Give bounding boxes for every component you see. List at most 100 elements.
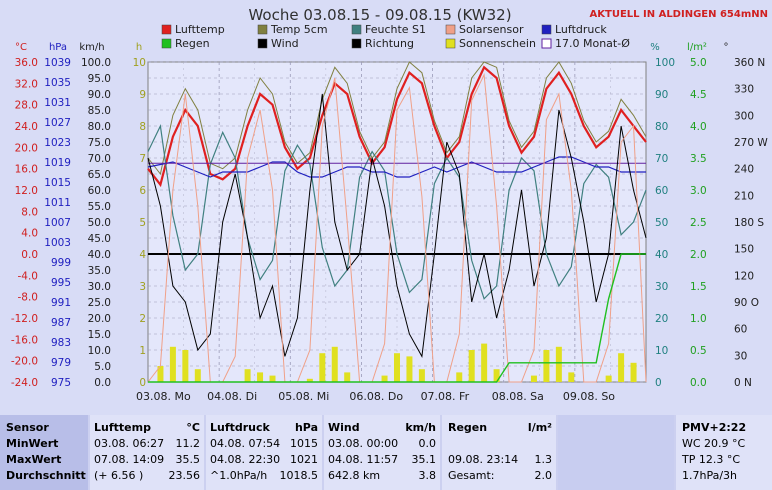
series-line-luftdruck xyxy=(147,156,646,178)
chart-title: Woche 03.08.15 - 09.08.15 (KW32) xyxy=(248,6,511,24)
sunshine-bar xyxy=(257,372,264,382)
wind-avg-value: 3.8 xyxy=(418,469,437,482)
axis-tick-label: 2.0 xyxy=(690,249,707,261)
axis-tick-label: 8.0 xyxy=(21,206,38,218)
axis-tick-label: 7 xyxy=(139,153,146,165)
lufttemp-max-value: 35.5 xyxy=(175,453,201,466)
lufttemp-unit: °C xyxy=(186,421,200,434)
lufttemp-max-time: 07.08. 14:09 xyxy=(94,453,165,466)
pmv-pressure-trend: 1.7hPa/3h xyxy=(682,469,738,482)
axis-tick-label: 100.0 xyxy=(81,57,111,69)
lufttemp-avg-note: (+ 6.56 ) xyxy=(94,469,144,482)
axis-tick-label: 90 xyxy=(655,89,668,101)
sunshine-bar xyxy=(618,353,625,382)
axis-tick-label: 1019 xyxy=(44,157,71,169)
wind-title: Wind xyxy=(328,421,360,434)
weekly-weather-chart: Woche 03.08.15 - 09.08.15 (KW32) AKTUELL… xyxy=(10,6,769,403)
axis-tick-label: 36.0 xyxy=(15,57,38,69)
lufttemp-title: Lufttemp xyxy=(94,421,151,434)
axis-tick-label: 1003 xyxy=(44,237,71,249)
series-line-feuchte-s1 xyxy=(147,123,647,300)
axis-tick-label: 30 xyxy=(734,350,747,362)
sunshine-bar xyxy=(157,366,164,382)
axis-tick-label: 270 W xyxy=(734,137,768,149)
axis-tick-label: 28.0 xyxy=(15,100,38,112)
axis-tick-label: -8.0 xyxy=(18,292,39,304)
sunshine-bar xyxy=(555,346,562,382)
axis-unit-label: °C xyxy=(15,42,27,53)
sunshine-bar xyxy=(456,372,463,382)
sunshine-bar xyxy=(306,378,313,382)
axis-tick-label: 5 xyxy=(139,217,146,229)
sunshine-bar xyxy=(194,369,201,382)
axis-tick-label: 60 xyxy=(655,185,668,197)
legend-swatch xyxy=(161,38,172,49)
axis-tick-label: 9 xyxy=(139,89,146,101)
axis-tick-label: 30.0 xyxy=(88,281,111,293)
axis-tick-label: 1039 xyxy=(44,57,71,69)
axis-tick-label: 20.0 xyxy=(88,313,111,325)
series-line-solarsensor xyxy=(147,72,647,383)
axis-tick-label: 983 xyxy=(51,337,71,349)
legend-label: Solarsensor xyxy=(459,23,524,36)
x-tick-label: 04.08. Di xyxy=(207,390,257,403)
axis-tick-label: 1.0 xyxy=(690,313,707,325)
regen-total-label: Gesamt: xyxy=(448,469,495,482)
luftdruck-column: Luftdruck hPa 04.08. 07:54 1015 04.08. 22… xyxy=(206,415,322,490)
luftdruck-title: Luftdruck xyxy=(210,421,270,434)
legend-label: Wind xyxy=(271,37,299,50)
axis-tick-label: 3.0 xyxy=(690,185,707,197)
axis-tick-label: 70.0 xyxy=(88,153,111,165)
axis-tick-label: 4.5 xyxy=(690,89,707,101)
luftdruck-unit: hPa xyxy=(294,421,318,434)
axis-tick-label: 0 xyxy=(655,377,662,389)
axis-tick-label: 1031 xyxy=(44,97,71,109)
legend-swatch xyxy=(351,38,362,49)
sunshine-bar xyxy=(493,369,500,382)
axis-tick-label: 991 xyxy=(51,297,71,309)
axis-tick-label: 15.0 xyxy=(88,329,111,341)
axis-tick-label: 0.0 xyxy=(21,249,38,261)
axis-tick-label: 1015 xyxy=(44,177,71,189)
axis-tick-label: 995 xyxy=(51,277,71,289)
axis-tick-label: 150 xyxy=(734,244,754,256)
axis-tick-label: 60.0 xyxy=(88,185,111,197)
legend-swatch xyxy=(257,24,268,35)
axis-tick-label: 20.0 xyxy=(15,142,38,154)
axis-tick-label: 3.5 xyxy=(690,153,707,165)
luftdruck-min-time: 04.08. 07:54 xyxy=(210,437,281,450)
x-axis-labels: 03.08. Mo 04.08. Di 05.08. Mi 06.08. Do 07.0… xyxy=(136,390,615,403)
axis-tick-label: 987 xyxy=(51,317,71,329)
axis-tick-label: 75.0 xyxy=(88,137,111,149)
row-label-average: Durchschnitt xyxy=(6,469,86,482)
axis-tick-label: 0.5 xyxy=(690,345,707,357)
pmv-windchill: WC 20.9 °C xyxy=(682,437,746,450)
sunshine-bar xyxy=(543,350,550,382)
axis-tick-label: 50 xyxy=(655,217,668,229)
luftdruck-min-value: 1015 xyxy=(290,437,318,450)
sunshine-bar xyxy=(630,362,637,382)
axis-tick-label: -12.0 xyxy=(11,313,38,325)
axis-tick-label: 90.0 xyxy=(88,89,111,101)
axis-unit-label: ° xyxy=(724,42,729,53)
sunshine-bar xyxy=(331,346,338,382)
axis-tick-label: 10 xyxy=(655,345,668,357)
axis-unit-label: % xyxy=(650,42,660,53)
axis-tick-label: 0.0 xyxy=(690,377,707,389)
lufttemp-column: Lufttemp °C 03.08. 06:27 11.2 07.08. 14:0… xyxy=(90,415,204,490)
axis-tick-label: 5.0 xyxy=(94,361,111,373)
axis-tick-label: 210 xyxy=(734,190,754,202)
axis-tick-label: -16.0 xyxy=(11,334,38,346)
lufttemp-min-time: 03.08. 06:27 xyxy=(94,437,165,450)
axis-tick-label: 1 xyxy=(139,345,146,357)
wind-max-value: 35.1 xyxy=(411,453,437,466)
axis-tick-label: 1027 xyxy=(44,117,71,129)
axis-tick-label: 85.0 xyxy=(88,105,111,117)
sunshine-bar xyxy=(269,375,276,382)
legend-label: Regen xyxy=(175,37,210,50)
sunshine-bar xyxy=(319,353,326,382)
series-lines xyxy=(147,61,647,383)
legend-label: Luftdruck xyxy=(555,23,607,36)
sunshine-bar xyxy=(169,346,176,382)
